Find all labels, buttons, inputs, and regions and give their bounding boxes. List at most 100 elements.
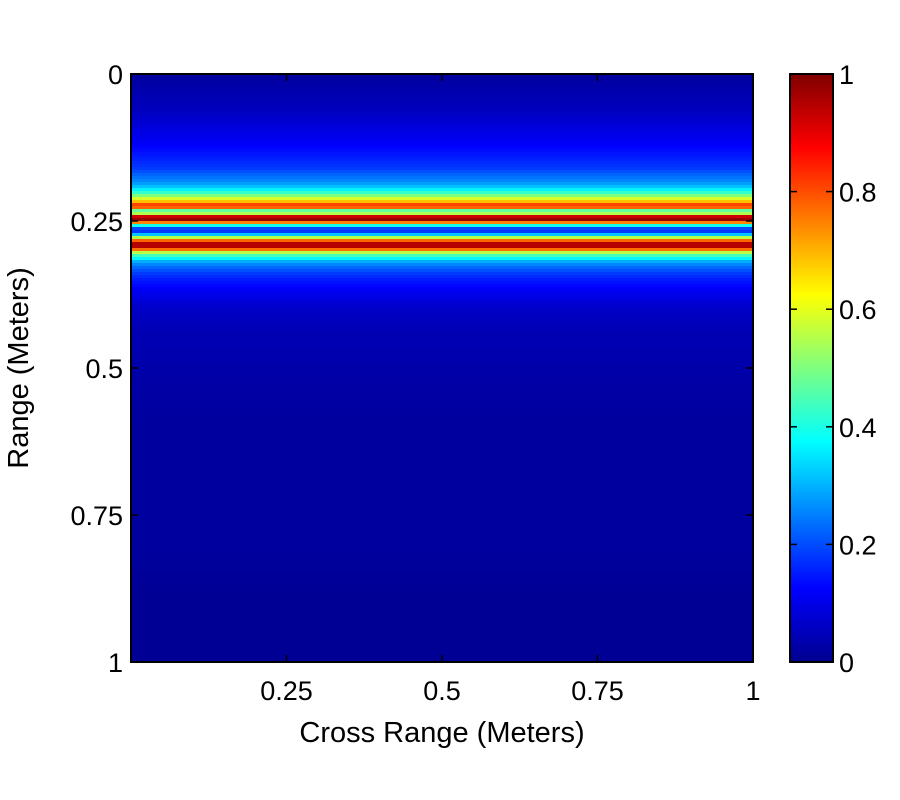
heatmap-band [131,212,753,216]
heatmap-band [131,644,753,648]
heatmap-band [131,236,753,240]
heatmap-band [131,386,753,390]
heatmap-band [131,368,753,372]
heatmap-band [131,482,753,486]
colorbar-tick-label: 0.2 [839,530,877,560]
heatmap-band [131,446,753,450]
x-tick-label: 0.75 [571,676,624,706]
heatmap-band [131,119,753,123]
heatmap-band [131,608,753,612]
heatmap-band [131,287,753,291]
heatmap-band [131,146,753,150]
heatmap-band [131,221,753,225]
heatmap-band [131,383,753,387]
heatmap-band [131,179,753,183]
heatmap-band [131,554,753,558]
heatmap-band [131,152,753,156]
heatmap-band [131,359,753,363]
heatmap-band [131,356,753,360]
heatmap-band [131,104,753,108]
heatmap-band [131,134,753,138]
heatmap-band [131,284,753,288]
heatmap-band [131,488,753,492]
heatmap-band [131,125,753,129]
heatmap-band [131,416,753,420]
heatmap-band [131,308,753,312]
heatmap-band [131,431,753,435]
y-tick-label: 0.25 [70,207,123,237]
heatmap-band [131,596,753,600]
heatmap-band [131,122,753,126]
heatmap-band [131,323,753,327]
heatmap-band [131,158,753,162]
heatmap-band [131,572,753,576]
heatmap-band [131,581,753,585]
heatmap-band [131,296,753,300]
heatmap-band [131,545,753,549]
heatmap-band [131,206,753,210]
heatmap-band [131,398,753,402]
heatmap-band [131,161,753,165]
heatmap-band [131,599,753,603]
heatmap-band [131,92,753,96]
heatmap-band [131,197,753,201]
y-axis: 0 0.25 0.5 0.75 1 [70,60,753,678]
heatmap-band [131,260,753,264]
heatmap-band [131,155,753,159]
heatmap-band [131,425,753,429]
heatmap-band [131,479,753,483]
heatmap-band [131,329,753,333]
heatmap-band [131,86,753,90]
heatmap-band [131,470,753,474]
heatmap-band [131,500,753,504]
heatmap-band [131,626,753,630]
heatmap-band [131,611,753,615]
heatmap-band [131,533,753,537]
heatmap-band [131,413,753,417]
heatmap-band [131,326,753,330]
heatmap-band [131,653,753,657]
heatmap-band [131,224,753,228]
heatmap-band [131,251,753,255]
colorbar-tick-label: 0 [839,648,854,678]
y-tick-label: 0 [108,60,123,90]
heatmap-band [131,365,753,369]
heatmap-band [131,401,753,405]
heatmap-band [131,437,753,441]
heatmap-band [131,311,753,315]
y-tick-label: 0.5 [85,354,123,384]
heatmap-band [131,518,753,522]
heatmap-band [131,317,753,321]
heatmap-band [131,278,753,282]
heatmap-band [131,650,753,654]
heatmap-band [131,524,753,528]
heatmap-band [131,89,753,93]
heatmap-band [131,257,753,261]
x-axis-label: Cross Range (Meters) [299,717,584,749]
heatmap-band [131,131,753,135]
heatmap-band [131,503,753,507]
heatmap-band [131,443,753,447]
heatmap-band [131,230,753,234]
heatmap-band [131,227,753,231]
heatmap-band [131,551,753,555]
heatmap-band [131,149,753,153]
heatmap-band [131,389,753,393]
heatmap-band [131,269,753,273]
heatmap-band [131,434,753,438]
x-tick-label: 0.25 [260,676,313,706]
x-axis: 0.25 0.5 0.75 1 [260,74,761,706]
heatmap-band [131,344,753,348]
heatmap-band [131,380,753,384]
heatmap-plot-area [131,74,753,663]
heatmap-band [131,578,753,582]
heatmap-band [131,248,753,252]
heatmap-band [131,83,753,87]
heatmap-band [131,494,753,498]
heatmap-band [131,536,753,540]
heatmap-band [131,617,753,621]
heatmap-band [131,341,753,345]
heatmap-band [131,569,753,573]
heatmap-band [131,635,753,639]
heatmap-band [131,506,753,510]
